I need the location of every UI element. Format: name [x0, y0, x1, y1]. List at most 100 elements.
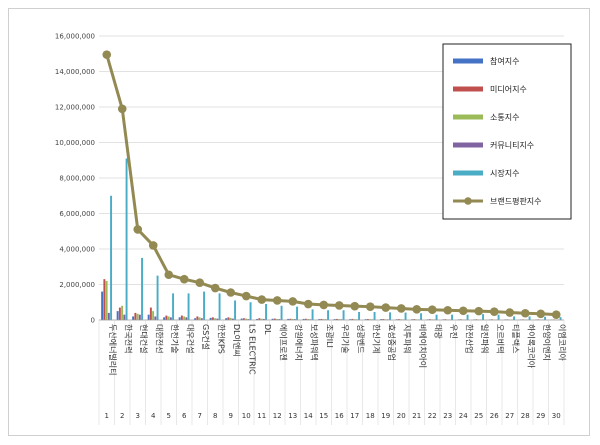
line-point [133, 225, 143, 234]
line-point [365, 302, 375, 311]
line-point [210, 283, 220, 293]
bar [366, 319, 369, 320]
rank-label: 13 [288, 412, 297, 420]
bar [218, 293, 221, 320]
rank-label: 3 [136, 412, 140, 420]
bar [121, 305, 124, 320]
line-point [396, 304, 406, 313]
bar [333, 319, 336, 320]
bar [154, 316, 157, 320]
bar [138, 314, 141, 320]
bar [101, 291, 104, 320]
bar [302, 318, 305, 320]
bar [380, 319, 383, 320]
rank-label: 11 [257, 412, 266, 420]
legend-swatch [453, 58, 483, 64]
line-point [148, 241, 158, 250]
bar [200, 318, 203, 320]
bar [116, 311, 119, 320]
bar [149, 307, 152, 320]
rank-label: 12 [273, 412, 282, 420]
bar [134, 312, 137, 320]
bar [435, 314, 438, 320]
bar [260, 318, 263, 320]
rank-label: 16 [335, 412, 344, 420]
bar [178, 317, 181, 320]
x-tick-label: 대우건설 [185, 324, 195, 353]
x-tick-label: 에이프로젠 [278, 324, 288, 361]
bar [103, 279, 106, 320]
bars-layer [101, 158, 562, 320]
line-point [427, 305, 437, 315]
line-point [381, 303, 391, 312]
bar [420, 313, 423, 320]
bar [273, 318, 276, 320]
x-tick-label: 한전산업 [464, 324, 474, 353]
bar [187, 293, 190, 320]
legend-label: 소통지수 [490, 113, 519, 122]
x-tick-label: 성광벤드 [356, 324, 366, 353]
bar [528, 316, 531, 320]
legend-swatch [453, 170, 483, 176]
bar [225, 318, 228, 320]
bar [234, 300, 237, 320]
bar [194, 318, 197, 320]
bar [327, 310, 330, 320]
bar [249, 302, 252, 320]
x-tick-label: 한전KPS [216, 324, 226, 354]
bar [136, 313, 139, 320]
line-point [179, 274, 189, 284]
line-point [102, 50, 112, 59]
x-tick-label: 현대건설 [139, 324, 149, 353]
bar [320, 318, 323, 320]
bar [152, 311, 155, 320]
bar [209, 317, 212, 320]
rank-label: 6 [182, 412, 187, 420]
bar [293, 319, 296, 320]
bar [240, 318, 243, 320]
bar [110, 195, 113, 320]
rank-label: 20 [397, 412, 406, 420]
bar [289, 318, 292, 320]
bar [180, 315, 183, 320]
bar [211, 317, 214, 320]
legend-label: 커뮤니티지수 [490, 140, 534, 150]
bar [413, 319, 416, 320]
x-tick-label: 대한전선 [154, 324, 164, 353]
bar [256, 318, 259, 320]
bar [214, 318, 217, 320]
rank-label: 24 [459, 412, 468, 420]
rank-label: 1 [105, 412, 109, 420]
bar [185, 317, 188, 320]
bar [265, 304, 268, 320]
y-tick-label: 6,000,000 [59, 210, 95, 218]
rank-label: 26 [490, 412, 499, 420]
bar [132, 316, 135, 320]
legend-label: 미디어지수 [490, 84, 527, 94]
bar [271, 318, 274, 320]
rank-label: 4 [151, 412, 156, 420]
rank-label: 8 [213, 412, 217, 420]
bar [245, 318, 248, 320]
line-point [195, 278, 205, 288]
y-tick-label: 10,000,000 [55, 139, 95, 147]
bar [163, 317, 166, 320]
line-point [505, 308, 515, 317]
bar [335, 318, 338, 320]
line-point [319, 300, 329, 310]
y-tick-label: 12,000,000 [55, 104, 95, 112]
bar [276, 318, 279, 320]
bar [105, 280, 108, 320]
x-tick-label: LS ELECTRIC [247, 324, 256, 375]
x-tick-label: 한전기술 [170, 324, 180, 353]
line-point [272, 296, 282, 305]
rank-label: 17 [350, 412, 359, 420]
line-point [241, 291, 251, 301]
rank-label: 22 [428, 412, 437, 420]
bar [107, 312, 110, 320]
x-tick-label: 한국전력 [123, 324, 133, 353]
x-tick-label: 한신기계 [371, 324, 381, 353]
bar [216, 318, 219, 320]
bar [497, 314, 500, 320]
rank-label: 10 [242, 412, 251, 420]
